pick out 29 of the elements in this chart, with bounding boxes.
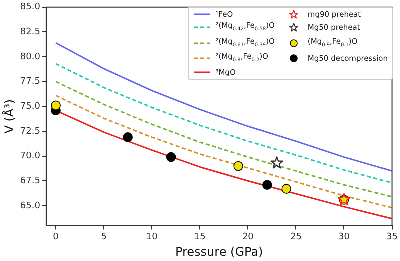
point [262,180,272,190]
x-tick-label: 0 [53,232,60,243]
y-tick-label: 70.0 [20,152,41,162]
x-tick-label: 20 [242,232,254,243]
x-axis-title: Pressure (GPa) [175,244,264,259]
line-series [55,95,392,209]
point [234,161,244,172]
x-tick-label: 10 [146,232,158,243]
y-tick-label: 72.5 [20,126,40,137]
y-axis-title: V (Å³) [1,99,16,134]
y-tick-label: 65.0 [20,201,41,212]
y-tick-label: 75.0 [20,102,41,112]
point [282,184,292,194]
line-series [55,81,392,198]
line-series [55,63,392,184]
point [51,100,61,111]
x-tick-label: 15 [194,232,206,243]
y-tick-label: 82.5 [20,28,40,38]
y-tick-label: 85.0 [20,2,41,13]
x-tick-label: 30 [338,232,350,243]
y-tick-label: 77.5 [20,77,40,88]
x-tick-label: 35 [386,232,398,243]
y-tick-label: 80.0 [20,52,41,62]
point [123,132,133,142]
point [270,156,284,169]
x-tick-label: 25 [290,232,302,243]
x-tick-label: 5 [101,232,107,243]
y-tick-label: 67.5 [20,176,40,186]
point [166,152,176,162]
